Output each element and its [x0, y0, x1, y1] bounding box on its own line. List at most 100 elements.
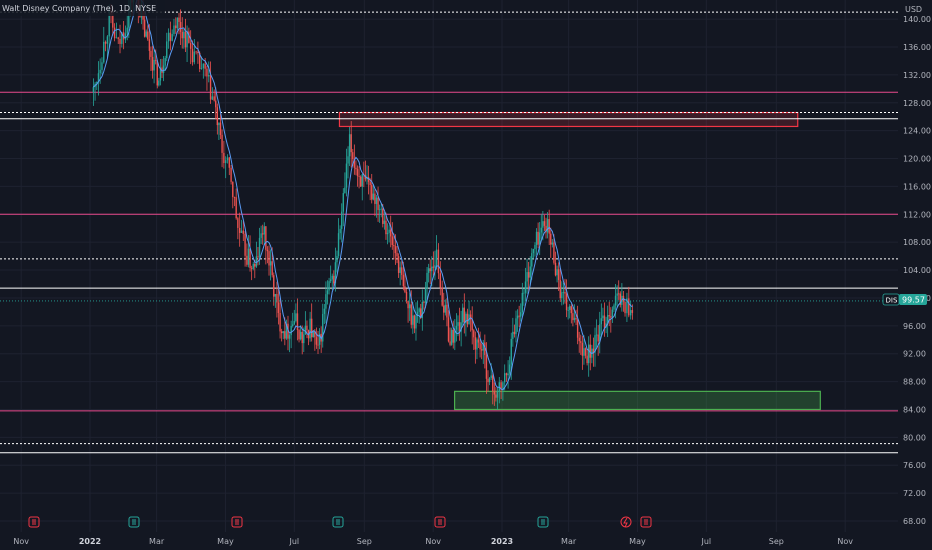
candle-body [548, 219, 550, 234]
candle-body [178, 17, 180, 22]
resistance-zone [338, 111, 799, 128]
candle-body [444, 304, 447, 313]
candle-body [318, 333, 321, 345]
candle-body [247, 248, 250, 265]
support-zone [453, 390, 821, 411]
candle-body [246, 255, 248, 265]
candle-body [492, 375, 494, 392]
candle-body [382, 208, 384, 224]
candle-body [504, 373, 506, 383]
candle-body [510, 338, 512, 365]
candle-body [238, 227, 241, 233]
candle-body [249, 248, 251, 268]
candle-body [96, 82, 98, 84]
candle-body [597, 334, 599, 342]
candle-body [181, 31, 183, 39]
candle-body [429, 268, 431, 272]
y-tick-label: 124.00 [903, 127, 931, 136]
candle-body [426, 272, 428, 289]
y-tick-label: 136.00 [903, 43, 931, 52]
candle-body [394, 246, 397, 254]
candle-body [115, 37, 118, 39]
candle-body [421, 301, 424, 318]
candle-body [162, 65, 165, 73]
candle-body [299, 331, 302, 340]
candle-body [386, 232, 389, 235]
candle-body [189, 42, 192, 49]
candle-body [542, 221, 544, 228]
candle-body [179, 21, 182, 32]
candle-body [427, 268, 430, 273]
candle-body [586, 355, 588, 364]
candle-body [350, 134, 352, 153]
candle-body [164, 58, 166, 66]
candle-body [505, 373, 508, 376]
candle-body [441, 287, 443, 306]
candle-body [404, 286, 406, 292]
candle-body [493, 391, 496, 395]
x-tick-label: Nov [13, 537, 29, 546]
candle-body [284, 331, 286, 339]
candle-body [276, 293, 278, 303]
candle-body [463, 307, 465, 323]
candle-body [117, 37, 119, 39]
candle-body [356, 169, 359, 177]
candle-body [106, 36, 109, 44]
candle-body [202, 63, 205, 69]
candle-body [432, 266, 435, 268]
candle-body [584, 348, 587, 356]
candle-body [393, 245, 395, 247]
candle-body [219, 122, 222, 135]
candles [92, 0, 634, 410]
candle-body [230, 167, 232, 182]
moving-average-line [93, 0, 633, 391]
candle-body [169, 32, 172, 41]
candle-body [167, 32, 170, 42]
dividend-icon [620, 516, 632, 528]
candle-body [540, 227, 542, 233]
candle-body [304, 325, 307, 335]
candle-body [619, 293, 621, 305]
candle-body [537, 231, 539, 245]
x-axis: Nov 2022 Mar May Jul Sep Nov 2023 Mar May Jul Sep No… [13, 537, 853, 546]
candle-body [500, 382, 502, 390]
candle-body [211, 96, 214, 100]
candle-body [565, 293, 568, 311]
candle-body [534, 245, 536, 250]
event-markers [28, 516, 652, 528]
candle-body [99, 69, 101, 74]
candle-body [535, 231, 538, 246]
candle-body [326, 290, 329, 295]
x-tick-label: Sep [357, 537, 372, 546]
candle-body [559, 279, 561, 299]
candle-body [454, 329, 456, 343]
candle-body [336, 256, 338, 263]
candle-body [631, 310, 634, 313]
candle-body [260, 233, 262, 238]
candle-body [348, 134, 351, 157]
candle-body [437, 249, 440, 274]
candle-body [301, 331, 303, 344]
candle-body [388, 229, 390, 233]
candle-body [629, 310, 632, 316]
candle-body [527, 272, 530, 278]
candle-body [576, 319, 579, 338]
candle-body [410, 304, 412, 325]
y-tick-label: 104.00 [903, 266, 931, 275]
candle-body [380, 208, 382, 210]
candle-body [215, 100, 217, 108]
candle-body [413, 315, 416, 329]
candle-body [128, 11, 130, 28]
candle-body [569, 306, 571, 310]
candle-body [482, 342, 484, 351]
candle-body [296, 313, 299, 331]
candle-body [186, 31, 188, 48]
candle-body [143, 19, 146, 37]
candle-body [507, 373, 509, 376]
candle-body [573, 317, 576, 321]
candle-body [626, 298, 628, 314]
x-tick-label: Nov [425, 537, 441, 546]
candle-body [310, 318, 313, 338]
candle-body [176, 17, 179, 29]
